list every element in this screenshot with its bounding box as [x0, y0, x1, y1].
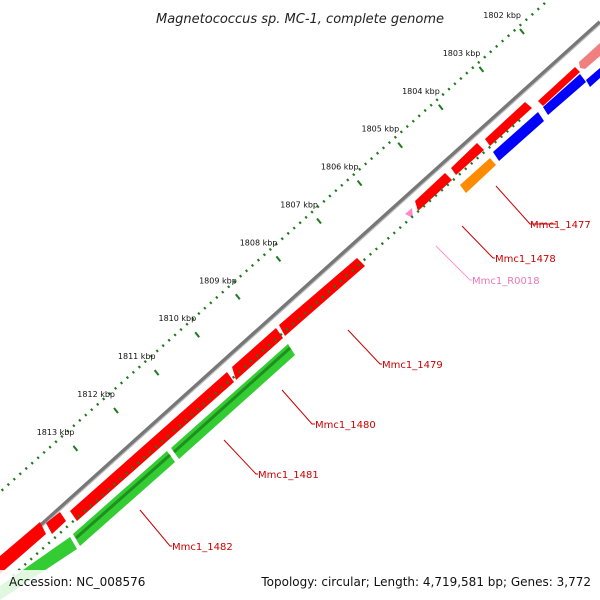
ruler-tick-label: 1810 kbp	[158, 314, 196, 323]
ruler-tick	[519, 28, 525, 35]
accession-text: Accession: NC_008576	[9, 575, 145, 589]
ruler-tick-label: 1811 kbp	[118, 352, 156, 361]
ruler-tick	[72, 445, 79, 452]
gene-arrow-mmc1-1477[interactable]	[543, 74, 586, 115]
label-mmc1-1477[interactable]: Mmc1_1477	[530, 220, 591, 231]
gene-arrow-upper-5[interactable]	[415, 173, 452, 211]
label-mmc1-r0018[interactable]: Mmc1_R0018	[472, 276, 540, 287]
ruler-tick	[194, 331, 200, 338]
label-mmc1-1478[interactable]: Mmc1_1478	[495, 254, 556, 265]
ruler-tick-label: 1807 kbp	[280, 201, 318, 210]
ruler-tick-label: 1804 kbp	[402, 87, 440, 96]
ruler-tick	[316, 217, 322, 225]
ruler-tick-label: 1813 kbp	[37, 428, 75, 437]
topology-summary: Topology: circular; Length: 4,719,581 bp…	[260, 575, 591, 589]
ruler-tick-label: 1806 kbp	[321, 163, 359, 172]
gene-labels: Mmc1_1477 Mmc1_1478 Mmc1_R0018 Mmc1_1479…	[139, 185, 591, 553]
gene-arrow-upper-1[interactable]	[579, 43, 600, 69]
label-mmc1-1479[interactable]: Mmc1_1479	[382, 360, 443, 371]
ruler-tick-label: 1808 kbp	[240, 238, 278, 247]
ruler-tick-label: 1803 kbp	[443, 49, 481, 58]
gene-arrow-forward-long[interactable]	[70, 372, 234, 521]
ruler-ticks: 1802 kbp 1803 kbp 1804 kbp 1805 kbp 1806 kbp…	[37, 11, 525, 452]
reverse-track	[405, 68, 600, 218]
ruler-tick	[113, 407, 119, 414]
ruler-tick	[478, 66, 485, 73]
gene-arrow-reverse-partial[interactable]	[586, 68, 600, 87]
ruler-tick	[397, 142, 403, 149]
gene-arrow-forward-small[interactable]	[46, 512, 66, 534]
ruler-tick-label: 1805 kbp	[361, 125, 399, 134]
trna-mmc1-r0018[interactable]	[405, 208, 413, 218]
gene-arrow-mmc1-1478[interactable]	[460, 158, 496, 193]
label-mmc1-1482[interactable]: Mmc1_1482	[172, 542, 233, 553]
label-mmc1-1481[interactable]: Mmc1_1481	[258, 470, 319, 481]
ruler-tick	[438, 104, 444, 111]
genome-backbone	[0, 20, 600, 564]
label-mmc1-1480[interactable]: Mmc1_1480	[315, 420, 376, 431]
gene-arrow-upper-3[interactable]	[485, 102, 532, 146]
gene-arrow-forward-edge[interactable]	[0, 522, 46, 574]
genome-title: Magnetococcus sp. MC-1, complete genome	[156, 12, 444, 27]
ruler-tick-label: 1809 kbp	[199, 276, 237, 285]
ruler-tick-label: 1812 kbp	[77, 390, 115, 399]
ruler-tick	[235, 293, 241, 300]
ruler-tick	[356, 179, 363, 187]
gene-arrow-reverse-2[interactable]	[493, 112, 544, 161]
ruler-tick-label: 1802 kbp	[483, 11, 521, 20]
ruler-tick	[153, 369, 160, 376]
ruler-tick	[275, 255, 282, 263]
gene-arrow-upper-4[interactable]	[451, 143, 484, 175]
gene-arrow-upper-2[interactable]	[538, 67, 580, 106]
